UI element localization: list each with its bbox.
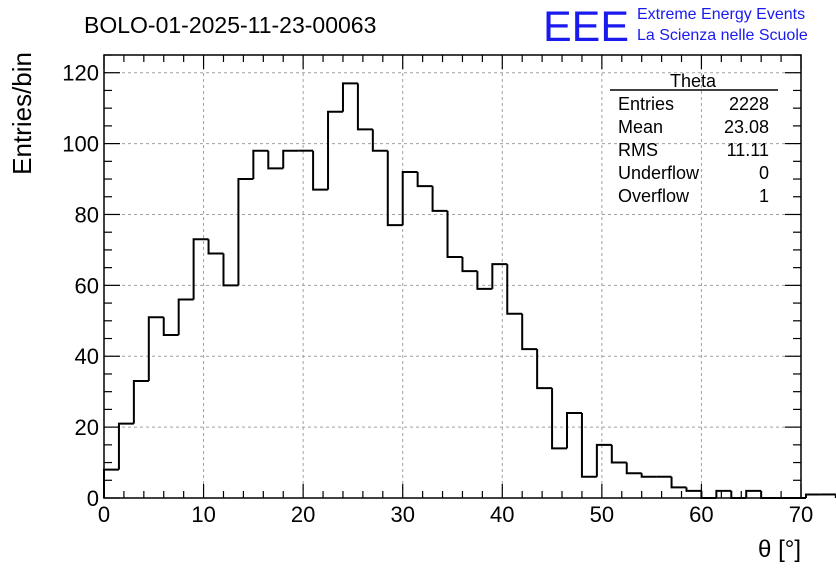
histogram-bin-30 (551, 388, 568, 450)
histogram-bin-4 (162, 317, 179, 336)
histogram-bin-31 (566, 411, 582, 449)
histogram-bin-29 (536, 349, 553, 390)
histogram-bin-44 (760, 490, 777, 499)
y-tick-label-80: 80 (75, 202, 99, 227)
histogram-bin-47 (804, 493, 821, 498)
histogram-bin-25 (476, 271, 493, 290)
x-tick-label-0: 0 (98, 502, 110, 527)
x-axis-label: θ [°] (758, 536, 801, 563)
y-tick-label-0: 0 (87, 486, 99, 511)
x-tick-label-30: 30 (390, 502, 414, 527)
x-tick-label-70: 70 (789, 502, 813, 527)
x-tick-label-10: 10 (191, 502, 215, 527)
histogram-bin-10 (252, 149, 269, 180)
histogram-bin-24 (461, 257, 478, 273)
stats-box: Theta Entries 2228 Mean 23.08 RMS 11.11 … (610, 71, 778, 206)
histogram-bin-5 (177, 298, 194, 335)
histogram-bin-39 (685, 487, 702, 492)
histogram-bin-27 (506, 264, 523, 315)
y-tick-label-60: 60 (75, 273, 99, 298)
histogram-bin-40 (700, 490, 717, 499)
stats-value-entries: 2228 (729, 94, 769, 114)
eee-logo-mark: EEE (543, 3, 629, 51)
histogram-bin-35 (625, 462, 642, 475)
stats-label-underflow: Underflow (618, 163, 700, 183)
histogram-bin-26 (491, 263, 508, 289)
x-tick-label-40: 40 (490, 502, 514, 527)
histogram-bin-43 (745, 489, 762, 498)
stats-label-entries: Entries (618, 94, 674, 114)
histogram-bin-1 (117, 422, 134, 470)
stats-value-rms: 11.11 (727, 140, 769, 160)
histogram-bin-0 (103, 468, 119, 498)
histogram-bin-38 (670, 476, 687, 489)
histogram-bin-19 (386, 150, 403, 227)
histogram-bin-33 (595, 443, 612, 477)
histogram-bin-28 (521, 313, 538, 351)
grid (104, 55, 801, 498)
histogram-bin-32 (580, 412, 597, 478)
stats-label-mean: Mean (618, 117, 663, 137)
stats-value-underflow: 0 (759, 163, 769, 183)
histogram-bin-6 (192, 238, 209, 300)
axis-ticks (103, 54, 802, 499)
histogram-bin-23 (446, 210, 463, 259)
stats-label-rms: RMS (618, 140, 658, 160)
eee-logo-line1: Extreme Energy Events (637, 6, 805, 23)
histogram-bin-41 (715, 489, 732, 498)
eee-logo: EEE Extreme Energy Events La Scienza nel… (543, 3, 808, 51)
stats-label-overflow: Overflow (618, 186, 690, 206)
y-tick-label-40: 40 (75, 344, 99, 369)
histogram-bars (103, 82, 836, 499)
histogram-bin-36 (640, 473, 657, 478)
histogram-bin-12 (282, 149, 299, 169)
stats-title: Theta (670, 71, 717, 91)
plot-frame (103, 54, 802, 499)
x-tick-label-60: 60 (689, 502, 713, 527)
x-tick-label-20: 20 (291, 502, 315, 527)
histogram-bin-22 (431, 186, 448, 212)
histogram-bin-2 (132, 380, 149, 424)
histogram-bin-34 (610, 444, 627, 464)
histogram-bin-11 (267, 150, 284, 170)
x-tick-label-50: 50 (590, 502, 614, 527)
histogram-bin-15 (327, 110, 343, 190)
y-tick-label-100: 100 (62, 132, 99, 157)
stats-value-mean: 23.08 (724, 117, 769, 137)
histogram-bin-17 (356, 83, 373, 131)
histogram-bin-14 (312, 150, 329, 191)
histogram-bin-7 (207, 239, 224, 255)
histogram-bin-3 (147, 316, 164, 382)
histogram-bin-20 (401, 170, 418, 226)
y-axis-label: Entries/bin (7, 52, 37, 175)
stats-value-overflow: 1 (759, 186, 769, 206)
y-tick-label-120: 120 (62, 61, 99, 86)
histogram-bin-18 (371, 129, 388, 152)
histogram-bin-42 (730, 490, 747, 499)
y-tick-label-20: 20 (75, 415, 99, 440)
eee-logo-line2: La Scienza nelle Scuole (637, 27, 808, 44)
histogram-bin-9 (237, 178, 254, 286)
histogram-bin-21 (416, 171, 433, 188)
histogram-bin-16 (341, 82, 358, 112)
chart-title: BOLO-01-2025-11-23-00063 (84, 12, 376, 38)
histogram-bin-8 (222, 253, 239, 287)
